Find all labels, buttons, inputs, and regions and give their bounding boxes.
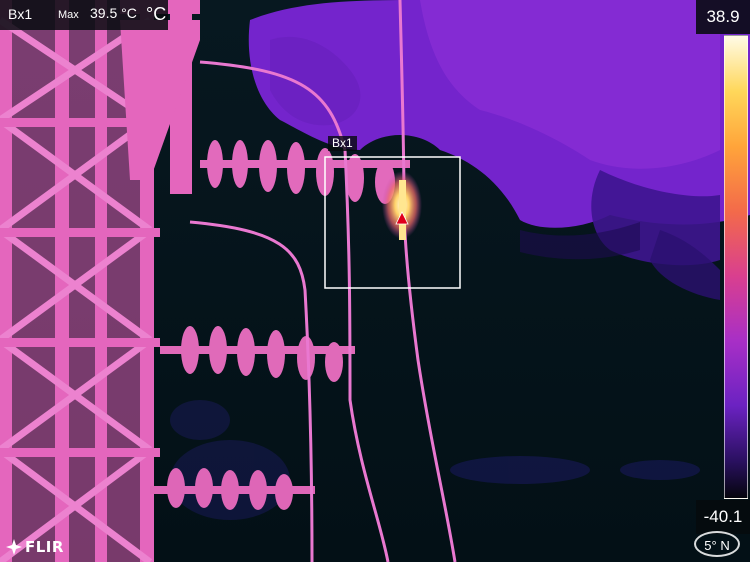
measurement-box[interactable] bbox=[324, 156, 461, 289]
cloud-mass bbox=[248, 0, 750, 300]
stat-value: 39.5 °C bbox=[90, 5, 137, 21]
box-overlay-label: Bx1 bbox=[328, 136, 357, 151]
scale-min-label: -40.1 bbox=[696, 500, 750, 534]
hotspot bbox=[382, 171, 422, 240]
flir-logo-icon bbox=[6, 539, 22, 555]
flir-logo: FLIR bbox=[6, 537, 64, 557]
max-temp-marker bbox=[395, 211, 409, 225]
stat-label: Max bbox=[58, 9, 79, 21]
unit-label: °C bbox=[146, 4, 167, 24]
scale-max-label: 38.9 bbox=[696, 0, 750, 34]
conductors bbox=[189, 0, 457, 562]
box-name: Bx1 bbox=[8, 6, 33, 22]
measurement-readout: Bx1 Max 39.5 °C °C bbox=[0, 0, 168, 30]
insulator-lower bbox=[150, 468, 315, 510]
compass-heading: 5° N bbox=[694, 531, 740, 557]
logo-text: FLIR bbox=[25, 538, 64, 556]
color-scale-bar bbox=[724, 35, 748, 499]
insulator-middle bbox=[160, 326, 355, 382]
